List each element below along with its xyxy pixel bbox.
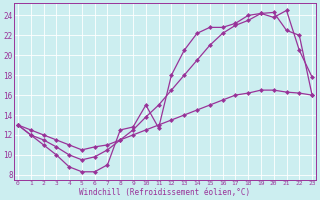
X-axis label: Windchill (Refroidissement éolien,°C): Windchill (Refroidissement éolien,°C): [79, 188, 251, 197]
